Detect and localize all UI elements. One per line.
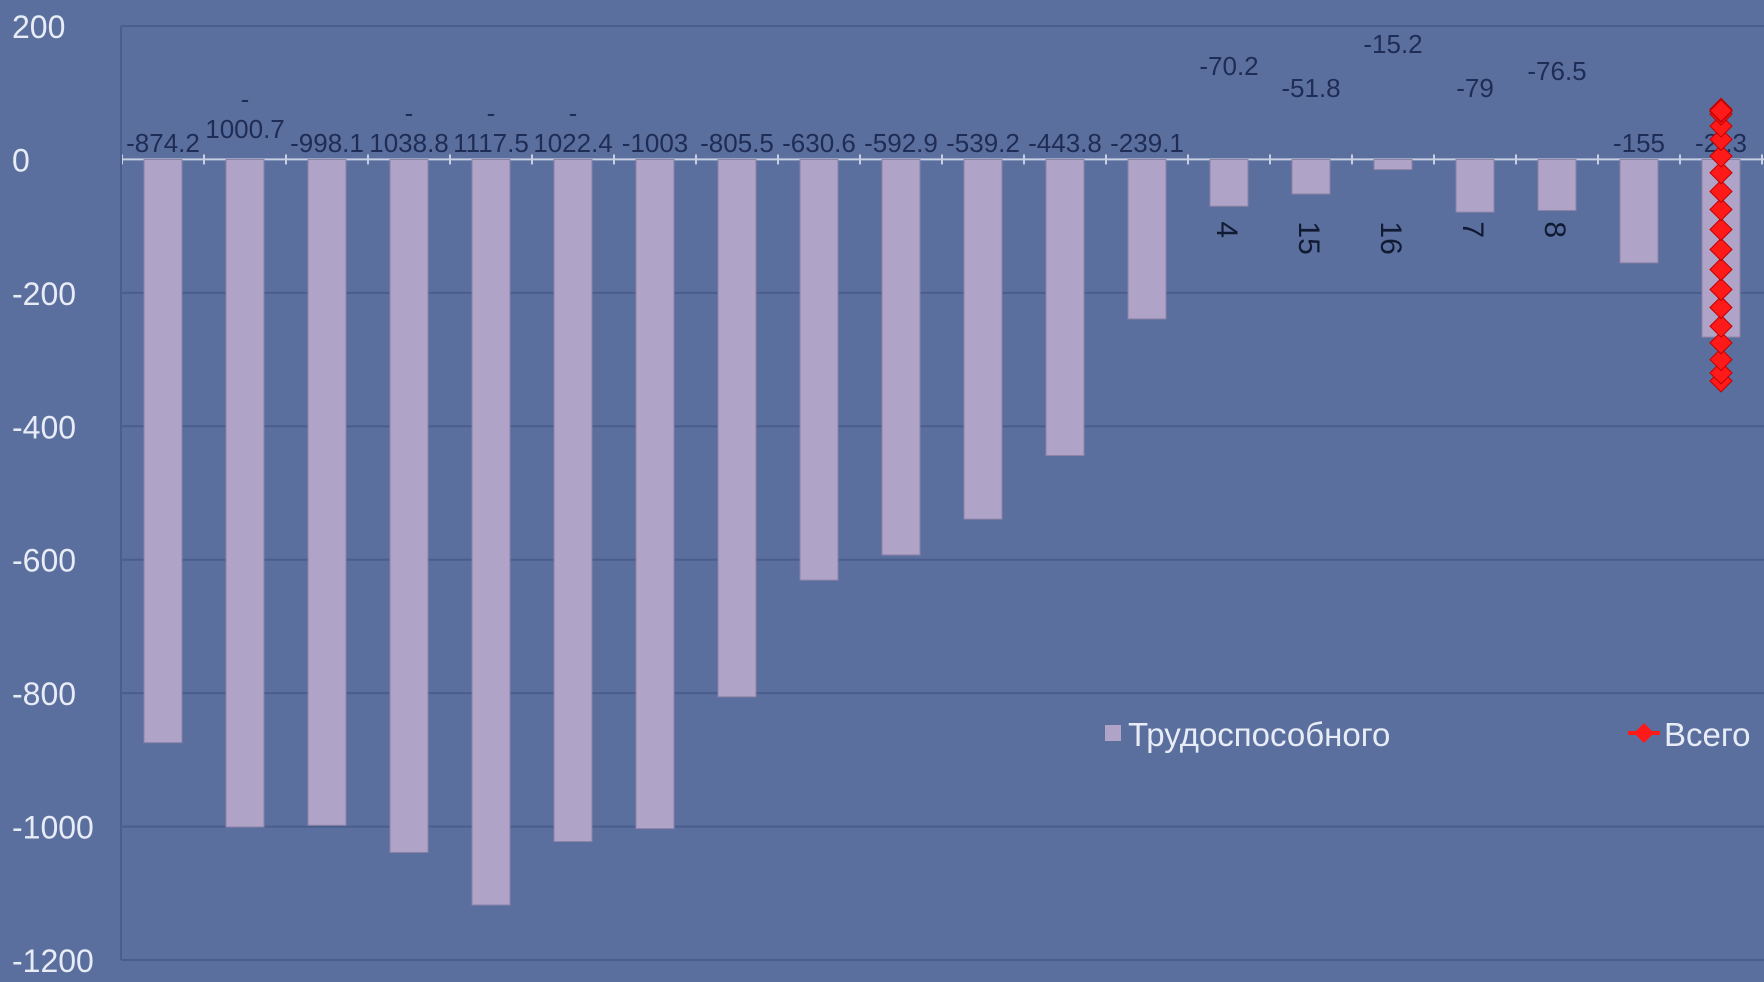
bar bbox=[1455, 158, 1495, 213]
series-marker bbox=[1709, 295, 1733, 320]
data-label: -443.8 bbox=[1028, 128, 1102, 158]
series-marker bbox=[1709, 179, 1733, 204]
series-marker bbox=[1709, 237, 1733, 262]
series-vsego bbox=[1709, 97, 1733, 393]
bar bbox=[881, 158, 921, 556]
data-label: -874.2 bbox=[126, 128, 200, 158]
data-label: 1000.7 bbox=[205, 114, 285, 144]
y-tick-label: -800 bbox=[12, 676, 76, 712]
series-marker bbox=[1709, 257, 1733, 282]
y-tick-label: 200 bbox=[12, 9, 65, 45]
bar bbox=[307, 158, 347, 826]
bar bbox=[717, 158, 757, 698]
data-label: -79 bbox=[1456, 73, 1494, 103]
data-label: -630.6 bbox=[782, 128, 856, 158]
data-label: -1003 bbox=[622, 128, 689, 158]
series-marker bbox=[1709, 277, 1733, 302]
data-label: -15.2 bbox=[1363, 29, 1422, 59]
series-marker bbox=[1709, 161, 1733, 185]
bar bbox=[1291, 158, 1331, 195]
legend-label: Трудоспособного bbox=[1128, 716, 1390, 753]
bar bbox=[389, 158, 429, 853]
data-label: 1022.4 bbox=[533, 128, 613, 158]
y-tick-label: -1000 bbox=[12, 810, 94, 846]
data-label: -998.1 bbox=[290, 128, 364, 158]
data-label: -76.5 bbox=[1527, 56, 1586, 86]
series-marker bbox=[1709, 347, 1733, 372]
category-label: 15 bbox=[1292, 221, 1325, 254]
bar bbox=[1209, 158, 1249, 207]
bar bbox=[143, 158, 183, 744]
bar bbox=[1619, 158, 1659, 264]
legend-swatch-bar bbox=[1105, 725, 1121, 741]
data-label-dash: - bbox=[569, 98, 578, 128]
bar bbox=[963, 158, 1003, 520]
data-label: -70.2 bbox=[1199, 51, 1258, 81]
data-label: 1038.8 bbox=[369, 128, 449, 158]
category-label: 16 bbox=[1374, 221, 1407, 254]
series-marker bbox=[1709, 144, 1733, 168]
series-marker bbox=[1709, 127, 1733, 152]
series-marker bbox=[1709, 314, 1733, 338]
y-tick-label: -400 bbox=[12, 409, 76, 445]
data-label-dash: - bbox=[487, 98, 496, 128]
data-label-dash: - bbox=[241, 84, 250, 114]
series-marker bbox=[1709, 197, 1733, 222]
y-tick-label: -1200 bbox=[12, 943, 94, 977]
series-marker bbox=[1709, 217, 1733, 242]
legend-label: Всего bbox=[1664, 716, 1751, 753]
bar bbox=[1127, 158, 1167, 320]
y-tick-label: -200 bbox=[12, 276, 76, 312]
series-marker bbox=[1709, 331, 1733, 355]
data-label: 1117.5 bbox=[453, 128, 529, 158]
series-marker bbox=[1709, 99, 1733, 123]
bar bbox=[1045, 158, 1085, 457]
y-tick-label: -600 bbox=[12, 543, 76, 579]
bar bbox=[553, 158, 593, 843]
bar bbox=[635, 158, 675, 830]
data-label: -539.2 bbox=[946, 128, 1020, 158]
data-label: -51.8 bbox=[1281, 73, 1340, 103]
legend-swatch-marker bbox=[1634, 723, 1654, 743]
bar bbox=[1537, 158, 1577, 211]
series-marker bbox=[1709, 361, 1733, 385]
data-labels: -874.2-1000.7 -998.1-1038.8-1117.5-1022.4… bbox=[126, 29, 1747, 158]
data-label-dash: - bbox=[405, 98, 414, 128]
data-label: -239.1 bbox=[1110, 128, 1184, 158]
y-axis: 200 0 -200 -400 -600 -800 -1000 -1200 bbox=[12, 9, 122, 979]
bar bbox=[1373, 158, 1413, 171]
legend: Трудоспособного Всего bbox=[1105, 716, 1751, 753]
category-fragments: 4 15 16 7 8 bbox=[1210, 221, 1571, 254]
bar bbox=[799, 158, 839, 581]
data-label: -805.5 bbox=[700, 128, 774, 158]
category-label: 4 bbox=[1210, 221, 1243, 238]
bar bbox=[471, 158, 511, 906]
category-label: 8 bbox=[1538, 221, 1571, 238]
data-label: -592.9 bbox=[864, 128, 938, 158]
bars bbox=[143, 158, 1741, 906]
category-label: 7 bbox=[1456, 221, 1489, 238]
bar bbox=[225, 158, 265, 828]
series-marker bbox=[1709, 114, 1733, 138]
y-tick-label: 0 bbox=[12, 142, 30, 178]
data-label: -155 bbox=[1613, 128, 1665, 158]
